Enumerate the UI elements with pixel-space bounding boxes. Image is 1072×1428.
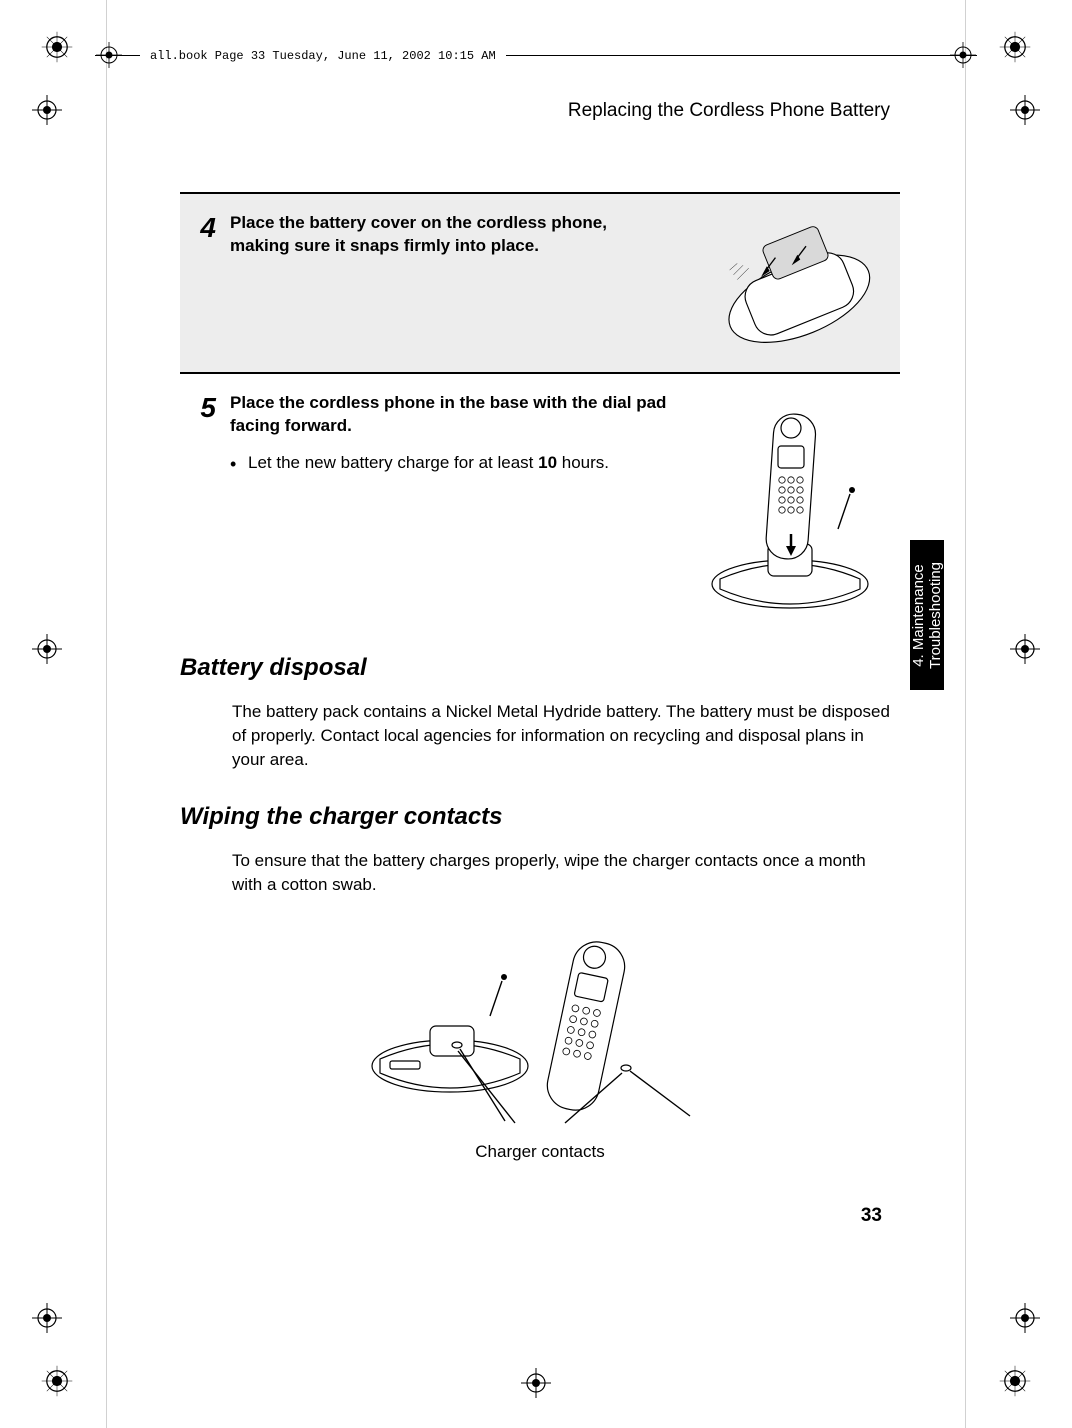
- crosshair-icon: [32, 634, 62, 664]
- running-head: Replacing the Cordless Phone Battery: [180, 100, 900, 122]
- crosshair-small-icon: [948, 40, 978, 70]
- body-text: To ensure that the battery charges prope…: [180, 849, 900, 897]
- registration-mark-icon: [40, 1364, 74, 1398]
- phone-in-base-illustration-icon: [690, 384, 890, 624]
- step-title: Place the cordless phone in the base wit…: [230, 392, 670, 438]
- page: all.book Page 33 Tuesday, June 11, 2002 …: [0, 0, 1072, 1428]
- registration-mark-icon: [40, 30, 74, 64]
- registration-mark-icon: [998, 1364, 1032, 1398]
- step-number: 5: [180, 392, 230, 604]
- crosshair-icon: [32, 1303, 62, 1333]
- step-number: 4: [180, 212, 230, 354]
- registration-mark-icon: [998, 30, 1032, 64]
- charger-contacts-illustration-icon: Charger contacts: [180, 921, 900, 1162]
- battery-cover-illustration-icon: [680, 204, 890, 364]
- crosshair-small-icon: [94, 40, 124, 70]
- step-bullet: Let the new battery charge for at least …: [230, 452, 670, 475]
- illustration-caption: Charger contacts: [180, 1142, 900, 1162]
- content-area: Replacing the Cordless Phone Battery 4 P…: [180, 100, 900, 1162]
- body-text: The battery pack contains a Nickel Metal…: [180, 700, 900, 771]
- step-5-block: 5 Place the cordless phone in the base w…: [180, 372, 900, 622]
- crosshair-icon: [521, 1368, 551, 1398]
- step-title: Place the battery cover on the cordless …: [230, 212, 670, 258]
- bullet-prefix: Let the new battery charge for at least: [248, 453, 538, 472]
- trim-rule-right: [965, 0, 966, 1428]
- crosshair-icon: [32, 95, 62, 125]
- tab-line-1: 4. Maintenance: [910, 564, 927, 667]
- crosshair-icon: [1010, 634, 1040, 664]
- section-heading-battery-disposal: Battery disposal: [180, 654, 900, 682]
- section-heading-wiping: Wiping the charger contacts: [180, 803, 900, 831]
- step-4-block: 4 Place the battery cover on the cordles…: [180, 192, 900, 372]
- chapter-thumb-tab: 4. Maintenance Troubleshooting: [910, 540, 944, 690]
- page-number: 33: [861, 1205, 882, 1227]
- slug-line: all.book Page 33 Tuesday, June 11, 2002 …: [140, 49, 506, 63]
- crosshair-icon: [1010, 95, 1040, 125]
- bullet-bold: 10: [538, 453, 557, 472]
- crosshair-icon: [1010, 1303, 1040, 1333]
- trim-rule-left: [106, 0, 107, 1428]
- tab-line-2: Troubleshooting: [926, 561, 943, 668]
- bullet-suffix: hours.: [557, 453, 609, 472]
